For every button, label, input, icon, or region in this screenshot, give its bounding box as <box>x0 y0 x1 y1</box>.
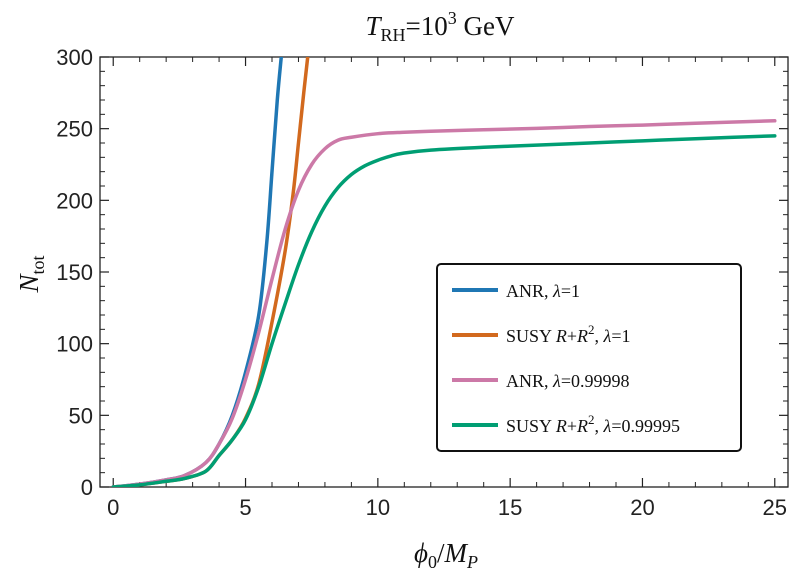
legend-label-4: SUSY R+R2, λ=0.99995 <box>506 412 680 436</box>
title-subscript: RH <box>381 25 406 45</box>
xlabel-sub1: 0 <box>428 552 437 572</box>
y-tick-label: 0 <box>81 475 93 500</box>
xlabel-symbol2: M <box>444 538 469 568</box>
y-axis-ticks: 0 50 100 150 200 250 300 <box>56 45 788 500</box>
title-symbol: T <box>365 11 382 41</box>
legend-box <box>436 263 742 452</box>
legend-item-4: SUSY R+R2, λ=0.99995 <box>452 412 680 436</box>
y-tick-label: 250 <box>56 117 93 142</box>
y-tick-label: 100 <box>56 332 93 357</box>
ylabel-symbol: N <box>14 273 44 294</box>
y-tick-label: 50 <box>69 403 93 428</box>
series-line-4 <box>111 134 777 487</box>
y-tick-label: 150 <box>56 260 93 285</box>
xlabel-sub2: P <box>466 552 478 572</box>
series-layer <box>111 57 777 487</box>
y-tick-label: 200 <box>56 188 93 213</box>
x-tick-label: 0 <box>107 495 119 520</box>
title-unit: GeV <box>457 11 515 41</box>
legend-item-3: ANR, λ=0.99998 <box>452 371 629 391</box>
xlabel-symbol: ϕ <box>414 538 428 568</box>
y-axis-label: Ntot <box>14 255 48 293</box>
legend: ANR, λ=1 SUSY R+R2, λ=1 ANR, λ=0.99998 S… <box>436 263 742 452</box>
series-line-1 <box>111 57 284 487</box>
x-axis-label: ϕ0/MP <box>414 538 478 572</box>
x-tick-label: 25 <box>763 495 787 520</box>
x-tick-label: 20 <box>630 495 654 520</box>
series-line-3 <box>111 119 777 487</box>
legend-label-2: SUSY R+R2, λ=1 <box>506 322 630 346</box>
legend-label-3: ANR, λ=0.99998 <box>506 371 629 391</box>
series-line-2 <box>111 57 310 487</box>
title-superscript: 3 <box>448 8 457 28</box>
x-axis-ticks: 0 5 10 15 20 25 <box>107 57 787 520</box>
x-tick-label: 10 <box>366 495 390 520</box>
chart-title: TRH=103 GeV <box>365 8 515 45</box>
legend-label-1: ANR, λ=1 <box>506 281 580 301</box>
xlabel-slash: / <box>437 538 445 568</box>
ylabel-subscript: tot <box>28 255 48 274</box>
x-tick-label: 5 <box>239 495 251 520</box>
title-base: =10 <box>406 11 448 41</box>
x-tick-label: 15 <box>498 495 522 520</box>
y-tick-label: 300 <box>56 45 93 70</box>
legend-item-2: SUSY R+R2, λ=1 <box>452 322 630 346</box>
legend-item-1: ANR, λ=1 <box>452 281 580 301</box>
